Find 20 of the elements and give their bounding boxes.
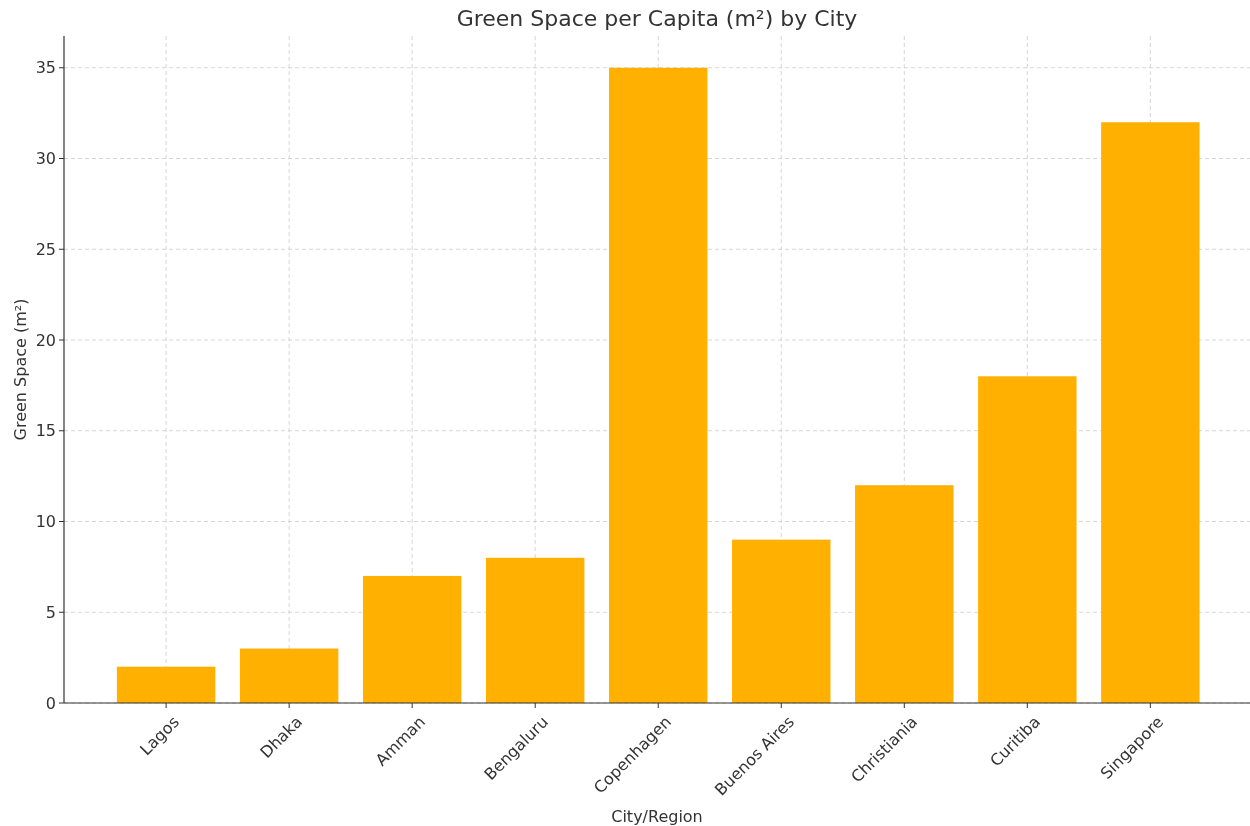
y-tick-label: 10 (35, 512, 56, 532)
bar (978, 376, 1077, 703)
bar (1101, 122, 1200, 703)
bar (732, 539, 831, 703)
y-tick-label: 15 (35, 421, 56, 441)
bar (485, 557, 585, 703)
bar (116, 666, 216, 703)
bar (362, 575, 462, 703)
y-tick-label: 30 (35, 149, 56, 169)
y-axis-title: Green Space (m²) (11, 298, 30, 441)
chart-title: Green Space per Capita (m²) by City (456, 6, 858, 31)
y-tick-label: 25 (35, 239, 56, 259)
bar (855, 485, 954, 703)
y-tick-label: 35 (35, 58, 56, 78)
x-axis-title: City/Region (611, 807, 703, 826)
bar (609, 67, 708, 703)
y-tick-label: 0 (45, 693, 56, 713)
bar (239, 648, 339, 703)
y-tick-label: 20 (35, 330, 56, 350)
y-tick-label: 5 (45, 602, 56, 622)
